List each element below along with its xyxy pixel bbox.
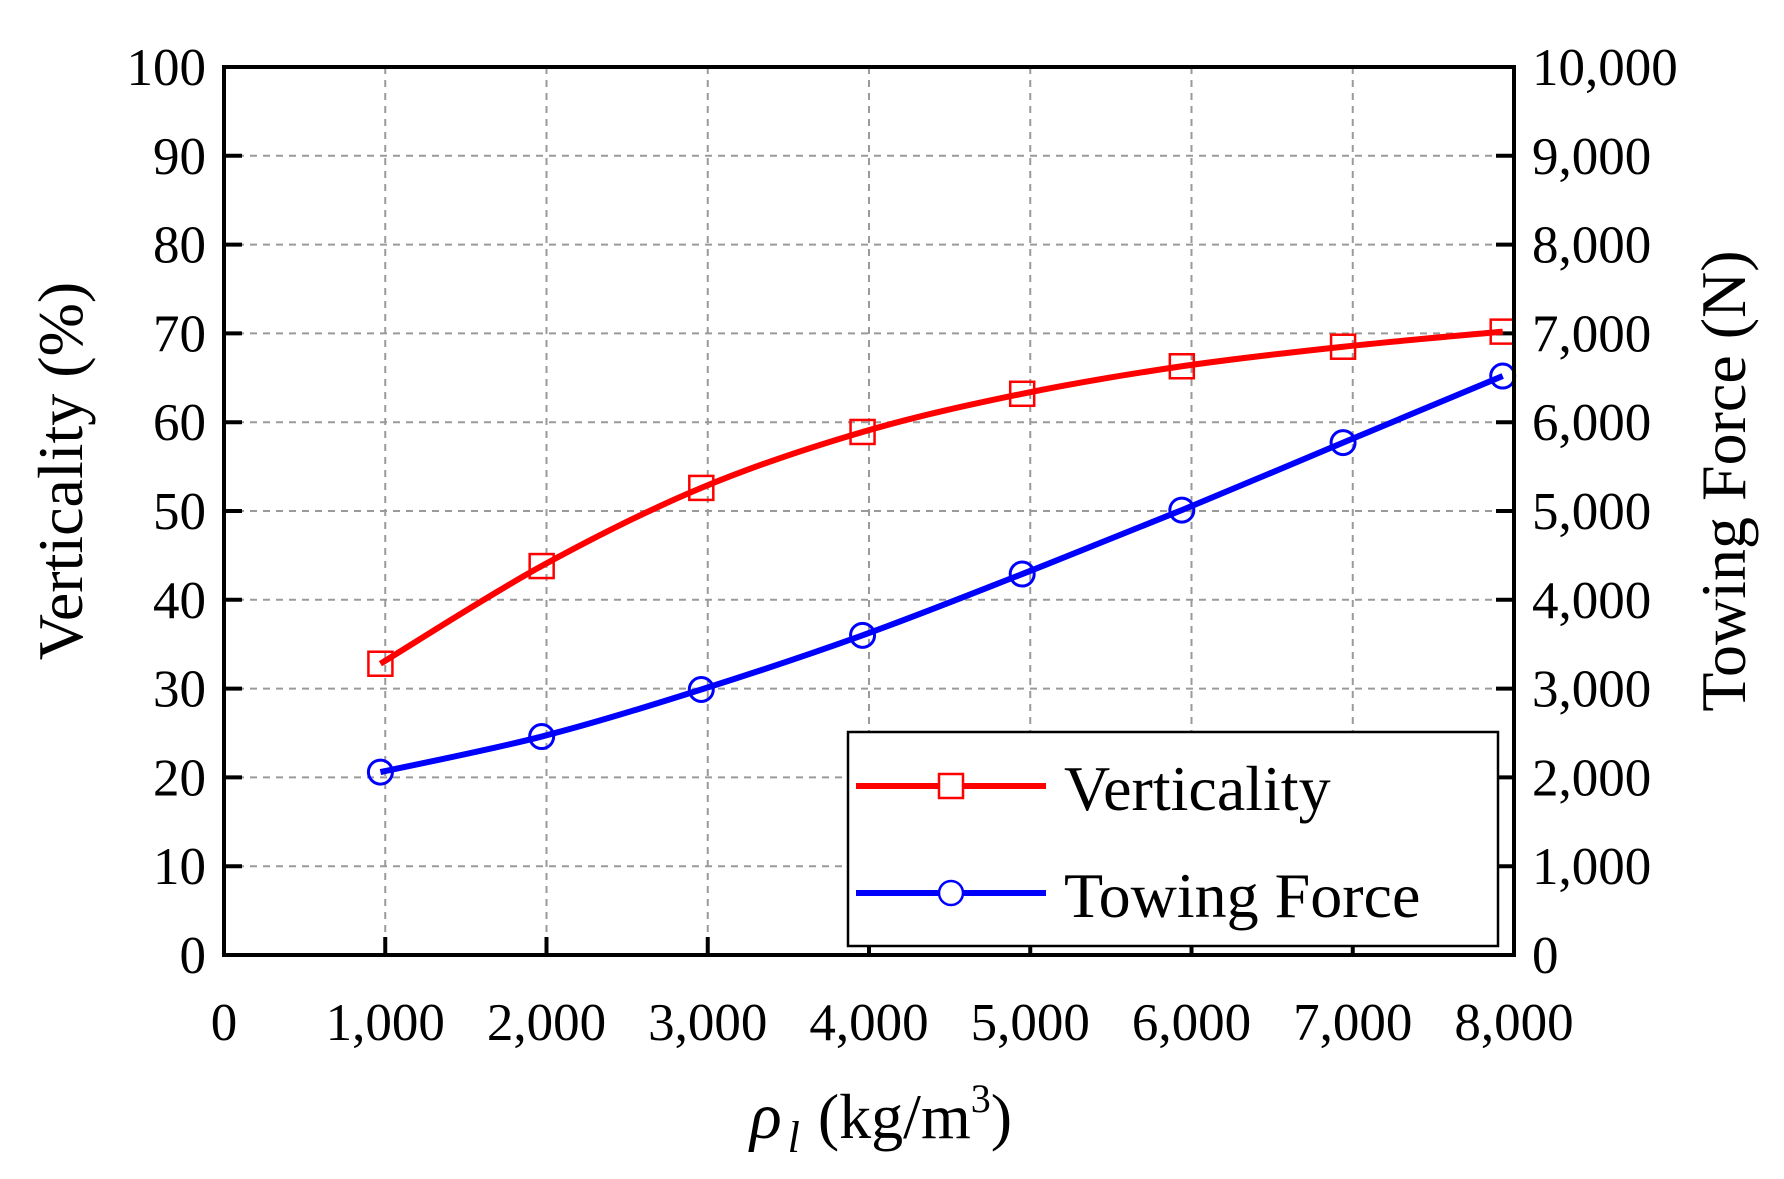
y-right-tick-label: 8,000 xyxy=(1532,217,1651,275)
legend-label-towing-force: Towing Force xyxy=(1064,860,1420,931)
y-left-tick-label: 50 xyxy=(153,483,206,541)
data-point-verticality xyxy=(1168,353,1196,380)
y-left-tick-label: 20 xyxy=(153,749,206,807)
x-axis-unit-power: 3 xyxy=(971,1076,991,1121)
data-point-towing-force xyxy=(687,675,715,703)
x-tick-label: 1,000 xyxy=(326,994,445,1052)
legend: Verticality Towing Force xyxy=(846,730,1500,948)
y-right-tick-label: 10,000 xyxy=(1532,39,1678,97)
y-axis-right-title: Towing Force (N) xyxy=(1688,250,1759,711)
y-left-tick-label: 0 xyxy=(180,927,207,985)
data-point-towing-force xyxy=(1329,429,1357,457)
data-point-verticality xyxy=(367,650,394,677)
series-verticality xyxy=(367,318,1516,677)
y-right-tick-label: 4,000 xyxy=(1532,572,1651,630)
y-right-tick-label: 1,000 xyxy=(1532,838,1651,896)
x-tick-label: 7,000 xyxy=(1293,994,1412,1052)
y-left-tick-label: 10 xyxy=(153,838,206,896)
x-tick-label: 6,000 xyxy=(1132,994,1251,1052)
y-left-tick-label: 100 xyxy=(127,39,207,97)
x-tick-label: 2,000 xyxy=(487,994,606,1052)
y-left-tick-label: 40 xyxy=(153,572,206,630)
y-left-tick-label: 30 xyxy=(153,661,206,719)
series-towing-force xyxy=(366,362,1517,786)
data-point-verticality xyxy=(1008,380,1036,408)
x-tick-label: 8,000 xyxy=(1454,994,1573,1052)
data-point-towing-force xyxy=(1008,560,1036,588)
legend-marker-square xyxy=(937,772,965,800)
series-layer xyxy=(366,318,1517,786)
legend-box xyxy=(846,730,1500,948)
legend-marker-circle xyxy=(937,879,965,907)
series-line-verticality xyxy=(378,328,1503,667)
x-tick-label: 3,000 xyxy=(648,994,767,1052)
y-left-tick-label: 70 xyxy=(153,305,206,363)
y-right-tick-label: 0 xyxy=(1532,927,1559,985)
data-point-towing-force xyxy=(1168,496,1196,524)
y-right-tick-label: 6,000 xyxy=(1532,394,1651,452)
data-point-towing-force xyxy=(849,621,877,649)
x-tick-label: 0 xyxy=(211,994,238,1052)
plot-frame xyxy=(222,65,1516,957)
tick-labels: 0 1,000 2,000 3,000 4,000 5,000 6,000 7,000 8,00… xyxy=(127,39,1678,1052)
y-right-tick-label: 9,000 xyxy=(1532,128,1651,186)
data-point-verticality xyxy=(849,418,876,446)
grid-lines xyxy=(224,67,1514,955)
y-left-tick-label: 80 xyxy=(153,217,206,275)
legend-label-verticality: Verticality xyxy=(1064,753,1331,824)
y-right-tick-label: 7,000 xyxy=(1532,305,1651,363)
x-tick-label: 4,000 xyxy=(809,994,928,1052)
data-point-verticality xyxy=(1329,333,1357,360)
y-left-tick-label: 60 xyxy=(153,394,206,452)
x-axis-title: ρ l (kg/m3) xyxy=(748,1076,1012,1162)
y-right-tick-label: 2,000 xyxy=(1532,749,1651,807)
x-axis-subscript: l xyxy=(788,1113,800,1162)
y-right-tick-label: 3,000 xyxy=(1532,661,1651,719)
series-line-towing-force xyxy=(379,373,1504,776)
data-point-verticality xyxy=(528,552,555,580)
data-point-verticality xyxy=(688,474,715,502)
data-point-towing-force xyxy=(366,758,394,786)
y-axis-left-title: Verticality (%) xyxy=(25,282,96,661)
x-axis-symbol: ρ xyxy=(748,1080,782,1153)
x-axis-unit: (kg/m xyxy=(818,1081,971,1152)
x-axis-unit-close: ) xyxy=(991,1081,1012,1152)
x-tick-label: 5,000 xyxy=(971,994,1090,1052)
y-left-tick-label: 90 xyxy=(153,128,206,186)
y-right-tick-label: 5,000 xyxy=(1532,483,1651,541)
data-point-towing-force xyxy=(528,723,556,751)
